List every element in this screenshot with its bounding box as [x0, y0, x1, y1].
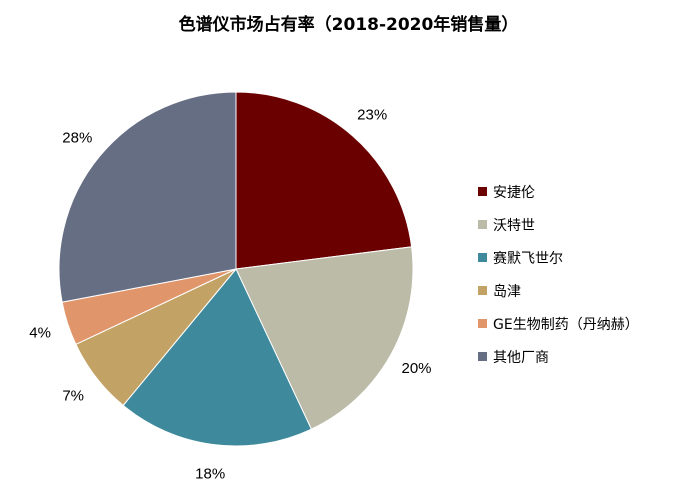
legend-swatch: [478, 352, 487, 361]
legend-label: 赛默飞世尔: [493, 250, 563, 267]
legend-swatch: [478, 286, 487, 295]
legend-item-6: 其他厂商: [478, 340, 693, 373]
legend: 安捷伦沃特世赛默飞世尔岛津 GE生物制药（丹纳赫） 其他厂商: [478, 175, 693, 373]
legend-swatch: [478, 187, 487, 196]
pie-slice-2: [235, 246, 414, 430]
slice-label-3: 18%: [195, 465, 225, 482]
legend-label: 沃特世: [493, 217, 535, 234]
legend-label: 安捷伦: [493, 184, 535, 201]
pie-slice-1: [235, 91, 413, 270]
legend-swatch: [478, 220, 487, 229]
legend-label: 其他厂商: [493, 349, 549, 366]
legend-swatch: [478, 253, 487, 262]
legend-item-3: 赛默飞世尔: [478, 241, 693, 274]
legend-label: 岛津: [493, 283, 521, 300]
pie-slice-3: [122, 268, 313, 447]
slice-label-4: 7%: [62, 387, 84, 404]
legend-label: GE生物制药（丹纳赫）: [493, 316, 639, 333]
chart-title: 色谱仪市场占有率（2018-2020年销售量）: [178, 15, 519, 35]
legend-item-1: 安捷伦: [478, 175, 693, 208]
legend-item-4: 岛津: [478, 274, 693, 307]
pie-slice-6: [58, 91, 237, 303]
legend-swatch: [478, 319, 487, 328]
legend-item-5: GE生物制药（丹纳赫）: [478, 307, 693, 340]
slice-label-5: 4%: [29, 325, 51, 342]
slice-label-2: 20%: [401, 360, 431, 377]
slice-label-6: 28%: [62, 130, 92, 147]
legend-item-2: 沃特世: [478, 208, 693, 241]
slice-label-1: 23%: [357, 107, 387, 124]
